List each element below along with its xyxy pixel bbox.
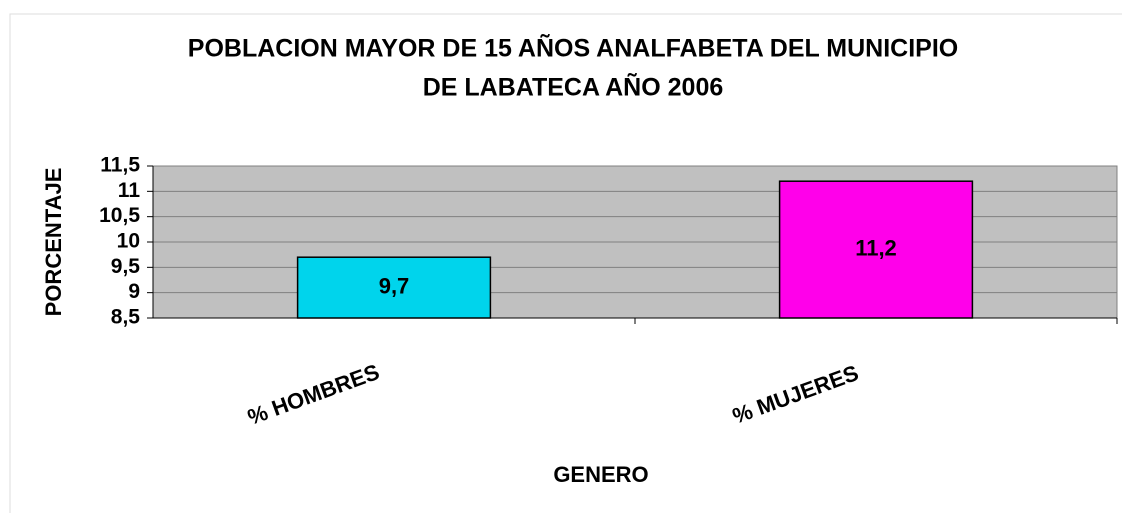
- data-label: 9,7: [379, 273, 410, 298]
- bar: [296, 256, 492, 319]
- chart-title: POBLACION MAYOR DE 15 AÑOS ANALFABETA DE…: [188, 33, 958, 63]
- y-tick-label: 9: [128, 280, 140, 303]
- x-tick-label: % MUJERES: [729, 360, 862, 429]
- x-tick-label: % HOMBRES: [244, 359, 382, 430]
- y-axis-label: PORCENTAJE: [41, 168, 66, 317]
- y-tick-label: 11: [118, 179, 141, 202]
- data-label: 11,2: [855, 235, 897, 260]
- y-tick-label: 9,5: [111, 255, 141, 278]
- y-tick-label: 10: [117, 230, 140, 253]
- bar: [778, 180, 974, 319]
- y-tick-label: 11,5: [100, 154, 140, 177]
- chart-title: DE LABATECA AÑO 2006: [423, 72, 724, 102]
- y-tick-label: 8,5: [111, 306, 141, 329]
- x-axis-label: GENERO: [553, 462, 648, 487]
- frame: [9, 13, 1122, 513]
- y-tick-label: 10,5: [99, 204, 140, 227]
